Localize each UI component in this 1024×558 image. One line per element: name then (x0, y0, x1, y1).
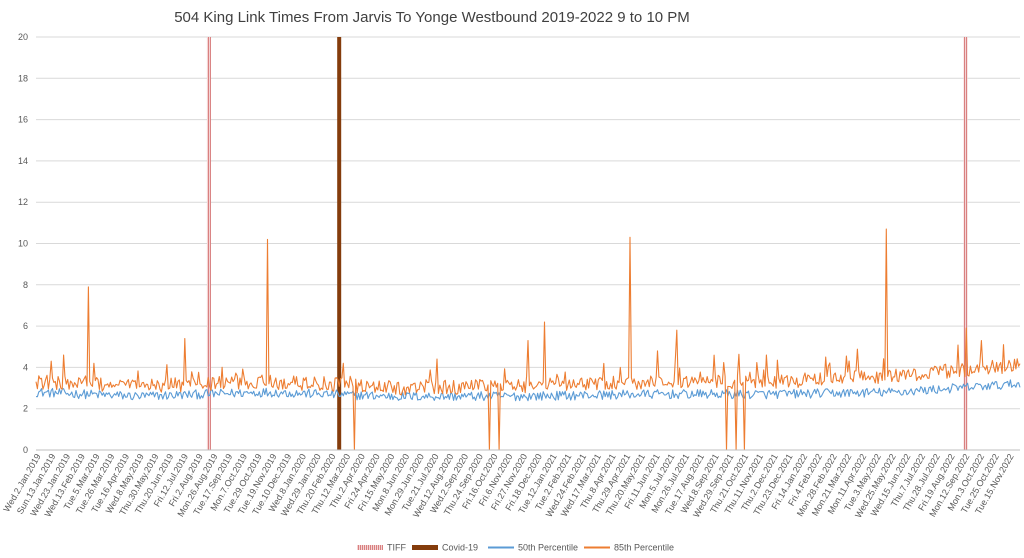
grid (36, 36, 1020, 410)
y-tick-label: 18 (18, 73, 28, 83)
y-tick-label: 8 (23, 280, 28, 290)
series-line-85th-percentile (35, 228, 1021, 451)
series-lines (35, 228, 1021, 451)
y-tick-label: 14 (18, 156, 28, 166)
event-markers (206, 37, 968, 450)
legend-label: 85th Percentile (614, 543, 674, 553)
y-tick-label: 16 (18, 115, 28, 125)
legend-label: TIFF (387, 543, 406, 553)
legend: TIFF Covid-19 50th Percentile 85th Percenti… (357, 543, 674, 553)
legend-label: Covid-19 (442, 543, 478, 553)
legend-label: 50th Percentile (518, 543, 578, 553)
tiff-marker-bar (206, 37, 211, 450)
y-tick-label: 0 (23, 445, 28, 455)
y-tick-label: 2 (23, 404, 28, 414)
covid-19-marker-bar (337, 37, 342, 450)
legend-swatch-covid-19 (412, 545, 438, 550)
y-tick-label: 4 (23, 362, 28, 372)
legend-swatch-tiff (357, 545, 383, 550)
tiff-marker-bar (963, 37, 968, 450)
chart-title: 504 King Link Times From Jarvis To Yonge… (174, 9, 690, 26)
y-axis-ticks: 0 2 4 6 8 10 12 14 16 18 20 (18, 32, 28, 455)
y-tick-label: 12 (18, 197, 28, 207)
y-tick-label: 10 (18, 239, 28, 249)
y-tick-label: 20 (18, 32, 28, 42)
series-line-50th-percentile (35, 379, 1021, 402)
y-tick-label: 6 (23, 321, 28, 331)
x-axis-ticks: Wed.2.Jan.2019Sun.13.Jan.2019Wed.23.Jan.… (1, 452, 1015, 520)
